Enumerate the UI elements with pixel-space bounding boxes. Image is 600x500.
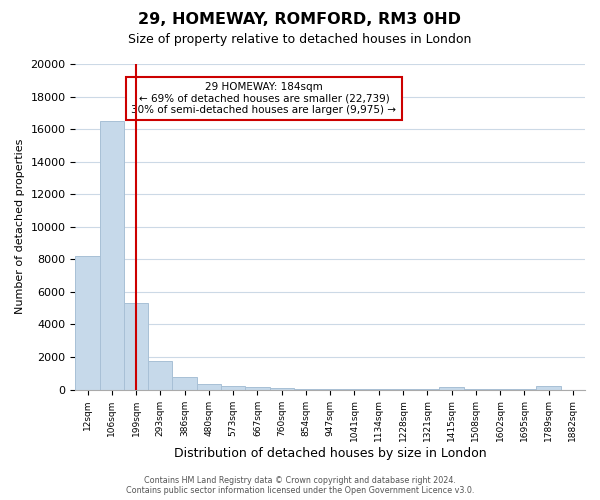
Bar xyxy=(512,389,536,390)
Bar xyxy=(294,389,318,390)
Bar xyxy=(172,378,197,390)
X-axis label: Distribution of detached houses by size in London: Distribution of detached houses by size … xyxy=(174,447,487,460)
Bar xyxy=(318,389,343,390)
Text: 29, HOMEWAY, ROMFORD, RM3 0HD: 29, HOMEWAY, ROMFORD, RM3 0HD xyxy=(139,12,461,28)
Bar xyxy=(197,384,221,390)
Bar xyxy=(343,389,367,390)
Bar xyxy=(148,361,172,390)
Bar xyxy=(415,389,439,390)
Bar xyxy=(100,121,124,390)
Bar xyxy=(367,389,391,390)
Bar xyxy=(536,386,561,390)
Bar xyxy=(439,387,464,390)
Bar xyxy=(221,386,245,390)
Text: Size of property relative to detached houses in London: Size of property relative to detached ho… xyxy=(128,32,472,46)
Bar xyxy=(76,256,100,390)
Text: 29 HOMEWAY: 184sqm
← 69% of detached houses are smaller (22,739)
30% of semi-det: 29 HOMEWAY: 184sqm ← 69% of detached hou… xyxy=(131,82,397,115)
Bar xyxy=(269,388,294,390)
Bar xyxy=(391,389,415,390)
Bar xyxy=(488,389,512,390)
Bar xyxy=(245,387,269,390)
Bar xyxy=(124,304,148,390)
Bar xyxy=(464,389,488,390)
Text: Contains HM Land Registry data © Crown copyright and database right 2024.
Contai: Contains HM Land Registry data © Crown c… xyxy=(126,476,474,495)
Y-axis label: Number of detached properties: Number of detached properties xyxy=(15,139,25,314)
